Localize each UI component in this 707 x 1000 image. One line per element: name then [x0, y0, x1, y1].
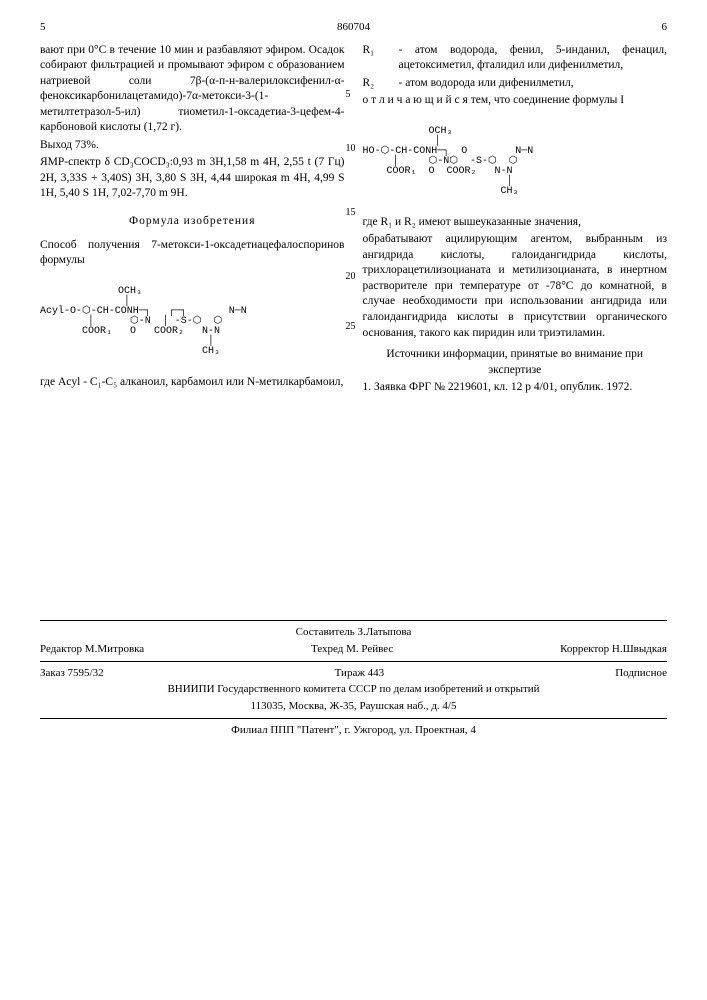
page-header: 5 860704 6 — [40, 20, 667, 35]
patent-number: 860704 — [46, 20, 662, 35]
order-num: Заказ 7595/32 — [40, 666, 104, 681]
r1-definition: R₁ - атом водорода, фенил, 5-инданил, фе… — [363, 43, 668, 74]
subscription: Подписное — [615, 666, 667, 681]
r1-label: R₁ — [363, 43, 399, 74]
r2-text: - атом водорода или дифенилметил, — [399, 76, 668, 92]
techred: Техред М. Рейвес — [311, 642, 393, 657]
editor: Редактор М.Митровка — [40, 642, 144, 657]
left-column: вают при 0°С в течение 10 мин и разбавля… — [40, 43, 345, 398]
institute-address: 113035, Москва, Ж-35, Раушская наб., д. … — [40, 699, 667, 714]
line-marker-15: 15 — [346, 206, 356, 220]
compiler: Составитель З.Латыпова — [40, 625, 667, 640]
yield-text: Выход 73%. — [40, 138, 345, 154]
where-acyl: где Aсyl - С₁-С₅ алканоил, карбамоил или… — [40, 375, 345, 391]
left-para1: вают при 0°С в течение 10 мин и разбавля… — [40, 43, 345, 136]
r2-definition: R₂ - атом водорода или дифенилметил, — [363, 76, 668, 92]
line-marker-25: 25 — [346, 320, 356, 334]
sources-title: Источники информации, принятые во вниман… — [363, 347, 668, 378]
r1-text: - атом водорода, фенил, 5-инданил, фенац… — [399, 43, 668, 74]
nmr-spectrum: ЯМР-спектр δ CD₃COCD₃:0,93 m 3H,1,58 m 4… — [40, 155, 345, 202]
line-marker-20: 20 — [346, 270, 356, 284]
sources-text: 1. Заявка ФРГ № 2219601, кл. 12 р 4/01, … — [363, 380, 668, 396]
chemical-structure-2: OCH₃ │ HO-⬡-CH-CONH─┐ O N─N │ ⬡-N⬡ -S-⬡ … — [363, 117, 668, 207]
body-columns: вают при 0°С в течение 10 мин и разбавля… — [40, 43, 667, 398]
tirage: Тираж 443 — [335, 666, 385, 681]
r2-label: R₂ — [363, 76, 399, 92]
right-page-num: 6 — [662, 20, 668, 35]
line-marker-10: 10 — [346, 142, 356, 156]
line-marker-5: 5 — [346, 88, 351, 102]
process-text: обрабатывают ацилирующим агентом, выбран… — [363, 232, 668, 341]
formula-title: Формула изобретения — [40, 214, 345, 230]
method-text: Способ получения 7-метокси-1-оксадетиаце… — [40, 238, 345, 269]
distinguish-clause: о т л и ч а ю щ и й с я тем, что соедине… — [363, 93, 668, 109]
branch-address: Филиал ППП "Патент", г. Ужгород, ул. Про… — [40, 723, 667, 738]
right-column: R₁ - атом водорода, фенил, 5-инданил, фе… — [363, 43, 668, 398]
where-r-text: где R₁ и R₂ имеют вышеуказанные значения… — [363, 215, 668, 231]
corrector: Корректор Н.Швыдкая — [560, 642, 667, 657]
publication-footer: Составитель З.Латыпова Редактор М.Митров… — [40, 616, 667, 740]
institute: ВНИИПИ Государственного комитета СССР по… — [40, 682, 667, 697]
chemical-structure-1: OCH₃ │ Aсyl-O-⬡-CH-CONH─┐ ┌─┐ N─N │ ⬡-N … — [40, 277, 345, 367]
